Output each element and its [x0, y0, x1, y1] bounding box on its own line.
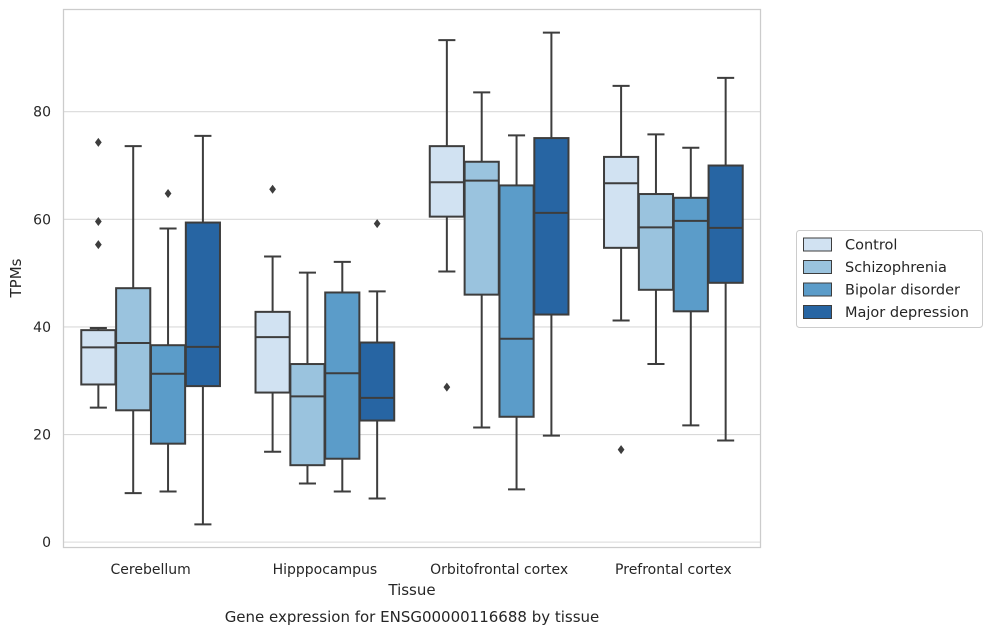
box-0-1: [254, 184, 291, 453]
box-body: [324, 291, 361, 460]
chart-caption: Gene expression for ENSG00000116688 by t…: [225, 608, 600, 626]
legend-swatch: [803, 305, 832, 319]
outlier-point: [269, 184, 276, 194]
outlier-point: [443, 382, 451, 392]
plot-frame: [62, 8, 762, 549]
outlier-point: [164, 188, 172, 198]
box-3-3: [707, 76, 744, 442]
box-body: [115, 287, 152, 412]
legend-swatch: [803, 237, 832, 252]
box-0-0: [80, 137, 117, 409]
outlier-point: [94, 137, 102, 147]
box-1-1: [289, 271, 326, 485]
legend-swatch: [803, 282, 832, 297]
box-2-2: [498, 134, 535, 491]
legend: Control Schizophrenia Bipolar disorder Majo…: [796, 230, 983, 328]
box-body: [637, 193, 675, 291]
box-3-2: [533, 31, 570, 437]
box-body: [289, 363, 326, 467]
x-axis-label: Tissue: [387, 581, 435, 599]
outlier-point: [617, 445, 625, 455]
legend-swatch: [803, 260, 832, 274]
box-body: [707, 164, 744, 284]
x-tick-label: Orbitofrontal cortex: [430, 562, 568, 578]
box-body: [463, 160, 500, 296]
outlier-point: [94, 240, 102, 250]
box-body: [149, 344, 187, 445]
y-tick-labels: 0 20 40 60 80: [33, 105, 51, 551]
legend-label: Major depression: [845, 305, 969, 321]
box-body: [359, 341, 396, 422]
box-2-1: [324, 260, 361, 493]
x-tick-labels: Cerebellum Hipppocampus Orbitofrontal cort…: [111, 562, 732, 578]
box-0-3: [603, 84, 640, 455]
box-1-2: [463, 91, 500, 429]
box-layer: [80, 31, 744, 526]
x-tick-label: Cerebellum: [111, 562, 191, 578]
box-1-0: [115, 145, 152, 495]
box-0-2: [428, 39, 465, 392]
box-body: [603, 155, 640, 249]
x-tick-label: Hipppocampus: [273, 562, 378, 578]
x-tick-label: Prefrontal cortex: [615, 562, 732, 578]
box-body: [672, 196, 709, 313]
box-2-0: [149, 188, 187, 493]
legend-label: Bipolar disorder: [845, 283, 960, 299]
box-body: [184, 221, 221, 388]
box-2-3: [672, 146, 709, 427]
outlier-point: [373, 219, 381, 229]
legend-label: Schizophrenia: [845, 260, 947, 276]
box-1-3: [637, 133, 675, 366]
y-tick-label: 20: [33, 428, 51, 444]
y-tick-label: 80: [33, 105, 51, 121]
y-axis-label: TPMs: [7, 258, 25, 298]
legend-label: Control: [845, 238, 897, 254]
box-3-1: [359, 219, 396, 500]
outlier-point: [94, 216, 102, 226]
box-body: [254, 310, 291, 394]
box-3-0: [184, 134, 221, 526]
box-body: [80, 329, 117, 386]
box-body: [498, 184, 535, 418]
box-body: [533, 137, 570, 316]
y-tick-label: 0: [42, 535, 51, 551]
y-tick-label: 60: [33, 212, 51, 228]
legend-frame: [796, 230, 983, 328]
y-tick-label: 40: [33, 320, 51, 336]
